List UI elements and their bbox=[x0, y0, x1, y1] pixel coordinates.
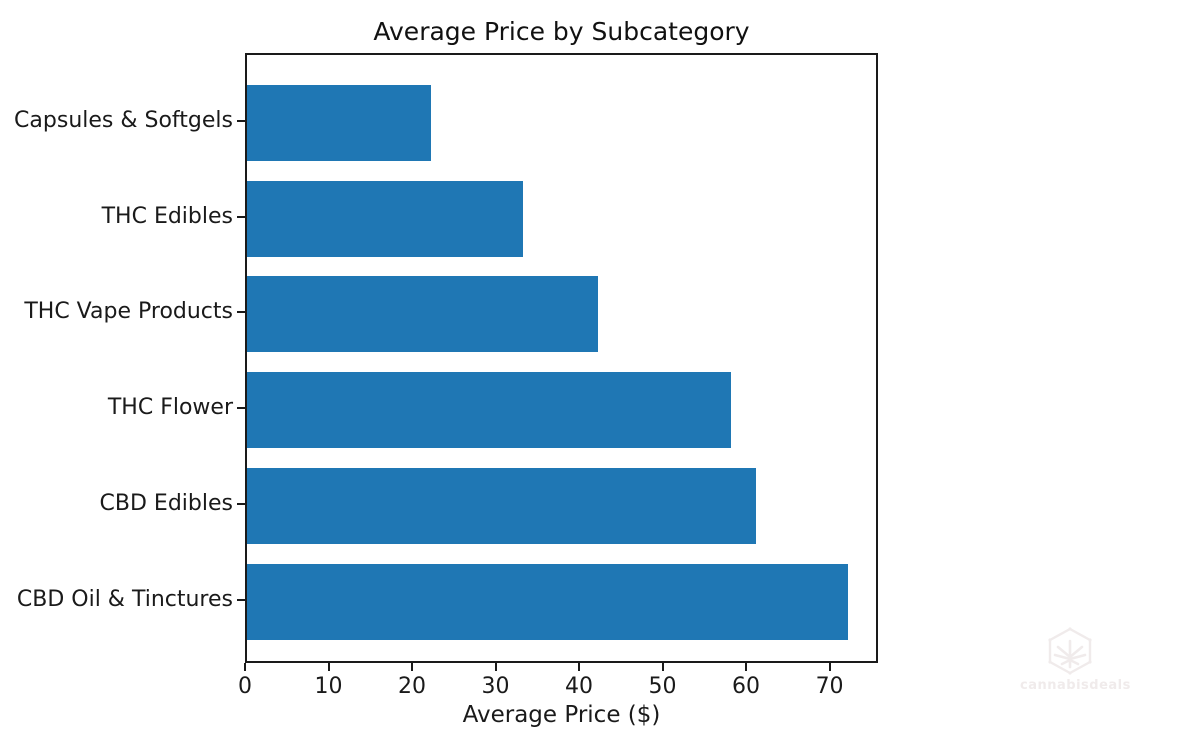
x-tick-label-20: 20 bbox=[398, 674, 427, 699]
x-tick-label-30: 30 bbox=[481, 674, 510, 699]
x-tick-label-0: 0 bbox=[238, 674, 252, 699]
x-tick-label-60: 60 bbox=[732, 674, 761, 699]
x-tick-mark bbox=[244, 663, 246, 671]
x-tick-label-50: 50 bbox=[648, 674, 677, 699]
y-tick-label-capsules-softgels: Capsules & Softgels bbox=[14, 108, 233, 133]
bar-thc-vape-products bbox=[247, 276, 598, 353]
y-tick-mark bbox=[237, 407, 245, 410]
bar-thc-flower bbox=[247, 372, 732, 449]
x-tick-mark bbox=[745, 663, 748, 671]
bar-cbd-oil-tinctures bbox=[247, 563, 849, 640]
x-tick-mark bbox=[494, 663, 497, 671]
x-tick-label-70: 70 bbox=[815, 674, 844, 699]
watermark: cannabisdeals bbox=[1020, 626, 1131, 693]
y-tick-mark bbox=[237, 215, 245, 218]
y-tick-mark bbox=[237, 502, 245, 505]
plot-area bbox=[245, 53, 878, 663]
y-tick-label-cbd-edibles: CBD Edibles bbox=[99, 490, 233, 516]
y-tick-label-thc-flower: THC Flower bbox=[107, 395, 233, 421]
x-tick-label-40: 40 bbox=[565, 674, 594, 699]
bar-capsules-softgels bbox=[247, 85, 431, 161]
y-tick-label-thc-edibles: THC Edibles bbox=[101, 203, 233, 229]
x-tick-mark bbox=[828, 663, 831, 671]
y-tick-mark bbox=[237, 598, 245, 601]
cannabis-leaf-hexagon-icon bbox=[1048, 627, 1092, 675]
x-axis-title: Average Price ($) bbox=[462, 702, 661, 728]
y-tick-label-cbd-oil-tinctures: CBD Oil & Tinctures bbox=[16, 586, 233, 612]
x-tick-mark bbox=[327, 663, 330, 671]
x-tick-mark bbox=[578, 663, 581, 671]
y-tick-mark bbox=[237, 311, 245, 314]
y-tick-mark bbox=[237, 120, 245, 122]
bar-thc-edibles bbox=[247, 180, 523, 257]
bar-cbd-edibles bbox=[247, 467, 757, 544]
chart-title: Average Price by Subcategory bbox=[373, 17, 750, 46]
x-tick-mark bbox=[661, 663, 664, 671]
x-tick-label-10: 10 bbox=[314, 674, 343, 699]
watermark-text: cannabisdeals bbox=[1020, 678, 1131, 693]
x-tick-mark bbox=[411, 663, 414, 671]
y-tick-label-thc-vape-products: THC Vape Products bbox=[24, 299, 233, 325]
